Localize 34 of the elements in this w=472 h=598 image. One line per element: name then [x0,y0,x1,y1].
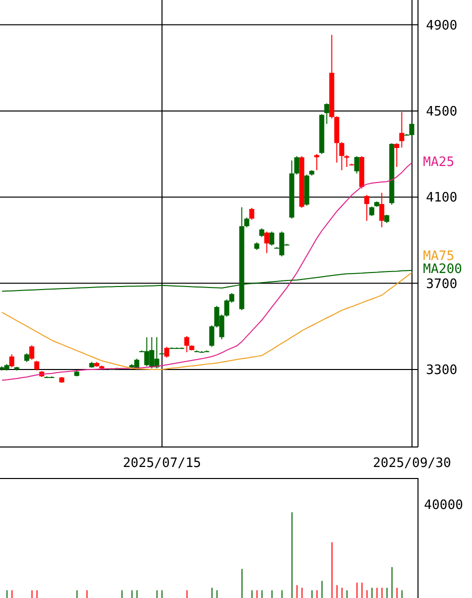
y-tick-label: 4500 [426,104,458,120]
candlestick [264,231,270,254]
series-label: MA75 [423,249,454,264]
series-label: MA25 [423,154,454,171]
candlestick [369,206,374,217]
x-tick-label: 2025/09/30 [372,456,452,471]
y-tick-label: 3700 [426,276,458,292]
y-tick-label: 4100 [426,190,458,206]
text: 40000 [424,498,464,513]
candlestick [34,360,40,372]
candlestick [394,142,400,168]
candlestick [324,102,330,124]
candlestick [294,156,300,175]
candlestick [29,344,34,360]
candlestick [209,324,214,348]
candlestick [339,142,344,171]
candlestick [314,154,320,171]
line-series [2,162,412,381]
x-tick-label: 2025/07/15 [122,456,202,471]
candlestick [244,217,250,228]
candlestick [269,231,274,246]
series-label: MA200 [423,262,462,278]
candlestick [184,336,190,353]
candlestick [9,354,14,368]
candlestick [399,112,404,148]
candlestick [379,192,384,228]
candlestick [344,154,350,168]
candlestick [364,194,370,222]
line-series [2,272,412,370]
y-tick-label: 3300 [426,363,458,378]
candlestick [249,207,254,220]
y-tick-label: 4900 [426,18,458,34]
candlestick [354,156,360,174]
candlestick [164,346,170,358]
